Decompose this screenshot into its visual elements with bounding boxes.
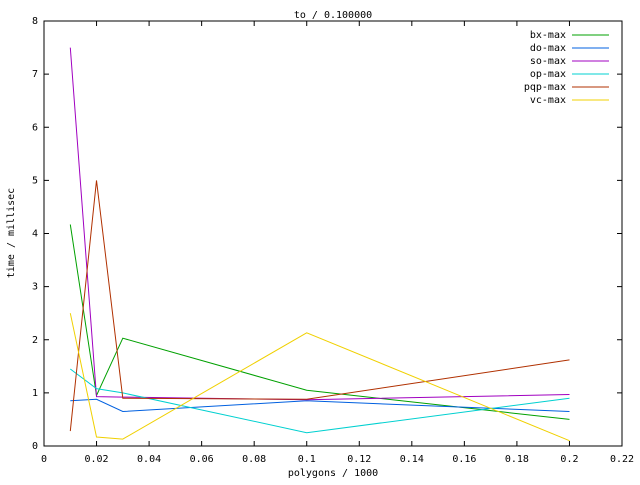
x-tick-label: 0.14 bbox=[400, 454, 424, 465]
y-tick-label: 1 bbox=[32, 388, 38, 399]
legend-label: vc-max bbox=[530, 95, 566, 106]
x-tick-label: 0.04 bbox=[137, 454, 161, 465]
legend-label: bx-max bbox=[530, 30, 566, 41]
x-axis-label: polygons / 1000 bbox=[288, 468, 378, 479]
x-tick-label: 0.12 bbox=[347, 454, 371, 465]
legend-label: pqp-max bbox=[524, 82, 566, 93]
y-axis: 0 1 2 3 4 5 6 7 8 bbox=[32, 16, 622, 452]
x-tick-label: 0.18 bbox=[505, 454, 529, 465]
legend-label: do-max bbox=[530, 43, 566, 54]
x-axis: 0 0.02 0.04 0.06 0.08 0.1 0.12 0.14 0.16 0.18 0.2 0… bbox=[41, 21, 634, 465]
y-tick-label: 4 bbox=[32, 229, 38, 240]
x-tick-label: 0.06 bbox=[190, 454, 214, 465]
y-tick-label: 8 bbox=[32, 16, 38, 27]
y-tick-label: 7 bbox=[32, 69, 38, 80]
series-line-pqp-max bbox=[69, 180, 570, 432]
y-tick-label: 3 bbox=[32, 282, 38, 293]
x-tick-label: 0.16 bbox=[452, 454, 476, 465]
series-line-do-max bbox=[70, 398, 570, 413]
legend: bx-max do-max so-max op-max pqp-max vc-max bbox=[524, 30, 609, 106]
series-line-op-max bbox=[70, 368, 570, 434]
series-line-bx-max bbox=[69, 224, 570, 420]
x-tick-label: 0.2 bbox=[560, 454, 578, 465]
y-tick-label: 5 bbox=[32, 175, 38, 186]
x-tick-label: 0.1 bbox=[298, 454, 316, 465]
x-tick-label: 0 bbox=[41, 454, 47, 465]
y-tick-label: 0 bbox=[32, 441, 38, 452]
series-line-so-max bbox=[69, 47, 570, 401]
chart-title: to / 0.100000 bbox=[294, 10, 372, 21]
y-tick-label: 2 bbox=[32, 335, 38, 346]
x-tick-label: 0.22 bbox=[610, 454, 634, 465]
series-lines bbox=[69, 47, 570, 442]
x-tick-label: 0.08 bbox=[242, 454, 266, 465]
series-line-vc-max bbox=[69, 313, 570, 442]
legend-label: so-max bbox=[530, 56, 566, 67]
x-tick-label: 0.02 bbox=[84, 454, 108, 465]
legend-label: op-max bbox=[530, 69, 566, 80]
y-tick-label: 6 bbox=[32, 122, 38, 133]
y-axis-label: time / millisec bbox=[6, 188, 17, 278]
